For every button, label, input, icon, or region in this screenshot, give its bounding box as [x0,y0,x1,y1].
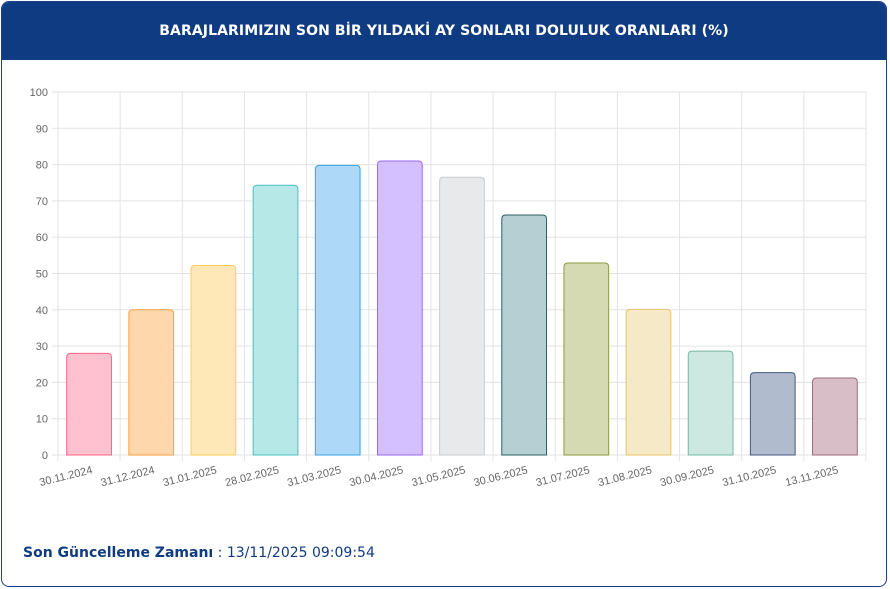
bar [190,265,237,456]
bar [563,262,610,456]
x-tick-label: 31.07.2025 [535,464,591,489]
bar-chart: 0 10 20 30 40 50 60 70 80 90 100 30.11.2024 31.12.20… [30,87,867,489]
x-tick-label: 30.09.2025 [659,464,715,489]
y-tick-label: 100 [30,87,48,99]
bar [128,309,175,456]
x-tick-label: 30.06.2025 [473,464,529,489]
y-tick-label: 20 [36,377,48,389]
bar [66,352,112,456]
x-tick-label: 28.02.2025 [224,464,280,489]
y-tick-label: 90 [36,123,48,135]
y-tick-label: 80 [36,160,48,172]
x-tick-label: 31.12.2024 [100,464,156,489]
last-update: Son Güncelleme Zamanı : 13/11/2025 09:09… [23,545,375,561]
y-tick-label: 60 [36,232,48,244]
bar [501,214,548,456]
x-tick-label: 31.01.2025 [162,464,218,489]
x-tick-label: 30.11.2024 [38,464,94,489]
y-tick-label: 30 [36,341,48,353]
y-tick-label: 0 [42,450,48,462]
last-update-separator: : [213,545,227,561]
x-tick-label: 31.08.2025 [597,464,653,489]
x-tick-label: 31.10.2025 [721,464,777,489]
y-tick-label: 70 [36,196,48,208]
bar [812,377,858,456]
bar [252,184,299,456]
bar [625,308,672,456]
bar [749,372,796,456]
y-tick-label: 50 [36,269,48,281]
last-update-label: Son Güncelleme Zamanı [23,545,214,561]
chart-title: BARAJLARIMIZIN SON BİR YILDAKİ AY SONLAR… [2,2,886,60]
y-tick-label: 40 [36,305,48,317]
bar [376,160,423,456]
last-update-value: 13/11/2025 09:09:54 [226,545,375,561]
bar [314,164,361,456]
x-tick-label: 13.11.2025 [784,464,840,489]
x-tick-label: 30.04.2025 [348,464,404,489]
bar [687,350,734,456]
bar [439,176,485,456]
y-tick-label: 10 [36,414,48,426]
x-tick-label: 31.03.2025 [286,464,342,489]
chart-area: 0 10 20 30 40 50 60 70 80 90 100 30.11.2024 31.12.20… [2,62,886,522]
x-tick-label: 31.05.2025 [410,464,466,489]
